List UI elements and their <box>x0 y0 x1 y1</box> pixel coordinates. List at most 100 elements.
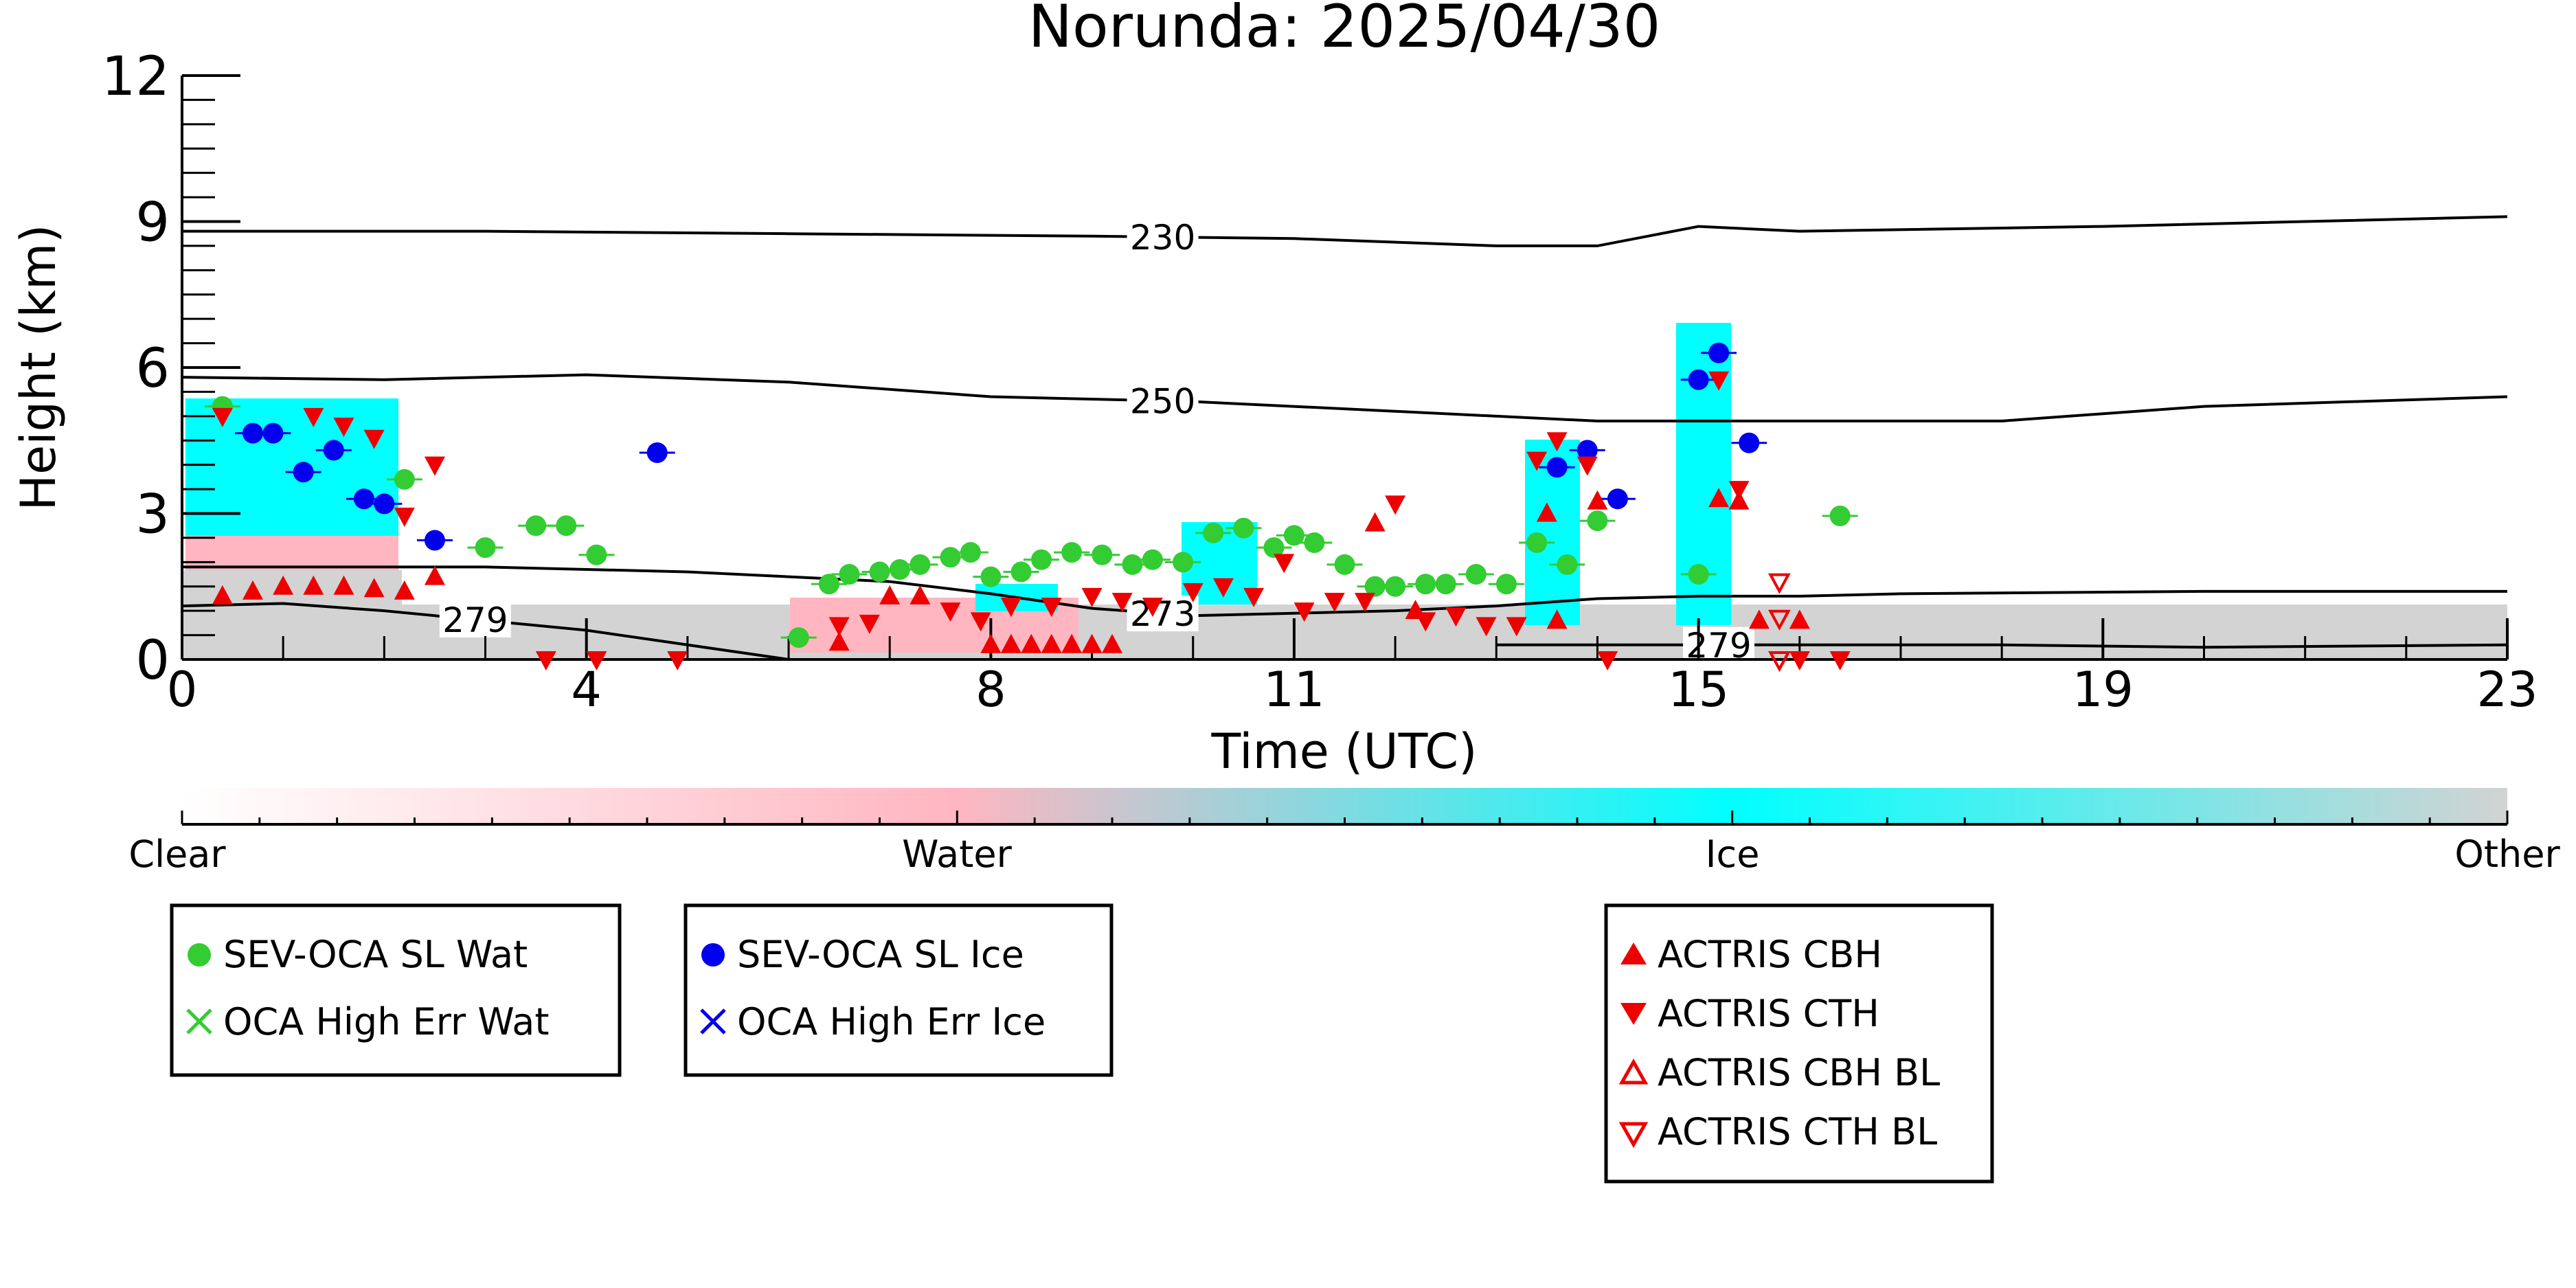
data-point-triangle-up <box>1546 609 1568 629</box>
data-point-circle <box>1092 544 1113 565</box>
data-point-triangle-up <box>1587 490 1608 510</box>
data-point-triangle-up <box>273 575 294 595</box>
data-point-circle <box>394 468 415 490</box>
legend-marker-triangle-up-open <box>1618 1058 1649 1085</box>
data-point-circle <box>1173 552 1194 573</box>
y-tick-label: 9 <box>135 192 170 254</box>
data-point-triangle-down <box>859 614 880 634</box>
data-point-circle <box>1334 554 1355 575</box>
colorbar-label-clear: Clear <box>128 833 226 876</box>
data-point-triangle-up <box>1102 633 1122 653</box>
data-markers <box>204 342 1858 673</box>
data-point-triangle-up <box>424 565 445 585</box>
legend-box <box>1604 903 1994 1184</box>
data-point-triangle-down <box>1415 612 1436 632</box>
data-point-circle <box>1557 554 1578 575</box>
y-axis-ticks: 0 3 6 9 12 <box>102 46 240 692</box>
data-point-circle <box>1465 564 1487 585</box>
data-point-circle <box>374 493 395 515</box>
data-point-circle <box>839 564 860 585</box>
data-point-circle <box>1546 457 1568 478</box>
x-tick-label: 4 <box>571 662 602 718</box>
data-point-triangle-down <box>1546 432 1568 452</box>
x-tick-label: 15 <box>1668 662 1729 718</box>
data-point-circle <box>869 561 890 583</box>
temperature-contour-line <box>182 215 2507 247</box>
data-point-circle <box>1233 517 1254 539</box>
y-tick-label: 6 <box>135 338 170 400</box>
colorbar-ticks <box>181 811 2509 824</box>
data-point-triangle-down <box>586 651 607 670</box>
data-point-triangle-down <box>1445 607 1467 627</box>
data-point-triangle-up <box>242 580 264 600</box>
data-point-triangle-down <box>1243 587 1265 607</box>
data-point-triangle-down <box>1000 598 1021 618</box>
colorbar: Clear Water Ice Other <box>128 788 2560 876</box>
data-point-circle <box>1577 440 1598 461</box>
data-point-triangle-down <box>1385 495 1406 515</box>
data-point-circle <box>242 422 264 444</box>
data-point-circle <box>1385 576 1406 597</box>
legend-marker-x <box>186 1008 212 1035</box>
data-point-circle <box>1526 532 1548 553</box>
data-point-circle <box>940 547 961 568</box>
y-tick-label: 3 <box>135 484 170 546</box>
data-point-circle <box>1607 488 1628 510</box>
legend-water: SEV-OCA SL Wat OCA High Err Wat <box>170 903 622 1077</box>
legend-entry-oca-high-err-ice: OCA High Err Ice <box>737 1000 1046 1043</box>
data-point-triangle-down <box>1526 451 1548 471</box>
legend-box <box>170 903 622 1077</box>
data-point-triangle-up <box>1000 633 1021 653</box>
data-point-triangle-down <box>1212 578 1234 598</box>
data-point-triangle-down <box>1577 456 1598 476</box>
data-point-triangle-down-open <box>1767 609 1791 631</box>
legend-marker-circle <box>188 943 211 967</box>
data-point-triangle-down <box>970 612 991 632</box>
temperature-contour-line <box>182 565 2507 618</box>
data-point-circle <box>980 566 1002 587</box>
data-point-triangle-down <box>1708 371 1730 391</box>
x-axis-ticks: 0 4 8 11 15 19 23 <box>167 618 2538 718</box>
x-tick-label: 8 <box>975 662 1006 718</box>
data-point-circle <box>262 422 284 444</box>
data-point-circle <box>1142 549 1163 570</box>
legend-entry-sev-oca-sl-wat: SEV-OCA SL Wat <box>223 933 528 976</box>
x-tick-label: 0 <box>167 662 198 718</box>
data-point-triangle-down <box>1506 617 1527 637</box>
data-point-circle <box>1495 574 1517 595</box>
data-point-circle <box>1587 510 1608 532</box>
legend-entry-actris-cbh-bl: ACTRIS CBH BL <box>1658 1051 1940 1094</box>
ground-clutter-area <box>182 605 2507 659</box>
data-point-triangle-up <box>879 585 901 605</box>
data-point-triangle-up <box>212 585 233 605</box>
data-point-circle <box>889 558 910 580</box>
data-point-triangle-down <box>1182 583 1204 602</box>
data-point-circle <box>475 537 496 558</box>
data-point-circle <box>353 488 374 510</box>
data-point-triangle-down <box>940 602 961 622</box>
data-point-circle <box>1688 564 1709 585</box>
data-point-triangle-up <box>909 585 931 605</box>
data-point-circle <box>960 542 981 563</box>
data-point-circle <box>586 544 607 565</box>
contour-label-background <box>1683 626 1755 663</box>
data-point-triangle-up <box>1748 609 1770 629</box>
data-point-triangle-up <box>363 578 385 598</box>
legend-marker-triangle-down-open <box>1618 1122 1649 1149</box>
data-point-circle <box>1739 432 1760 453</box>
data-point-triangle-down <box>1274 554 1295 574</box>
contour-label: 279 <box>442 600 508 640</box>
data-point-circle <box>646 442 668 463</box>
data-point-triangle-down <box>1293 602 1315 622</box>
x-tick-label: 23 <box>2476 662 2538 718</box>
data-point-triangle-down <box>1324 593 1345 612</box>
contour-label: 230 <box>1130 218 1195 258</box>
y-tick-label: 12 <box>102 46 170 108</box>
data-point-triangle-down <box>1354 593 1375 612</box>
contour-label-background <box>1127 596 1199 632</box>
data-point-triangle-down <box>828 617 850 637</box>
legend-entry-sev-oca-sl-ice: SEV-OCA SL Ice <box>737 933 1024 976</box>
data-point-triangle-up <box>1536 502 1557 522</box>
legend-marker-triangle-up <box>1620 942 1647 964</box>
data-point-triangle-up <box>1041 633 1062 653</box>
